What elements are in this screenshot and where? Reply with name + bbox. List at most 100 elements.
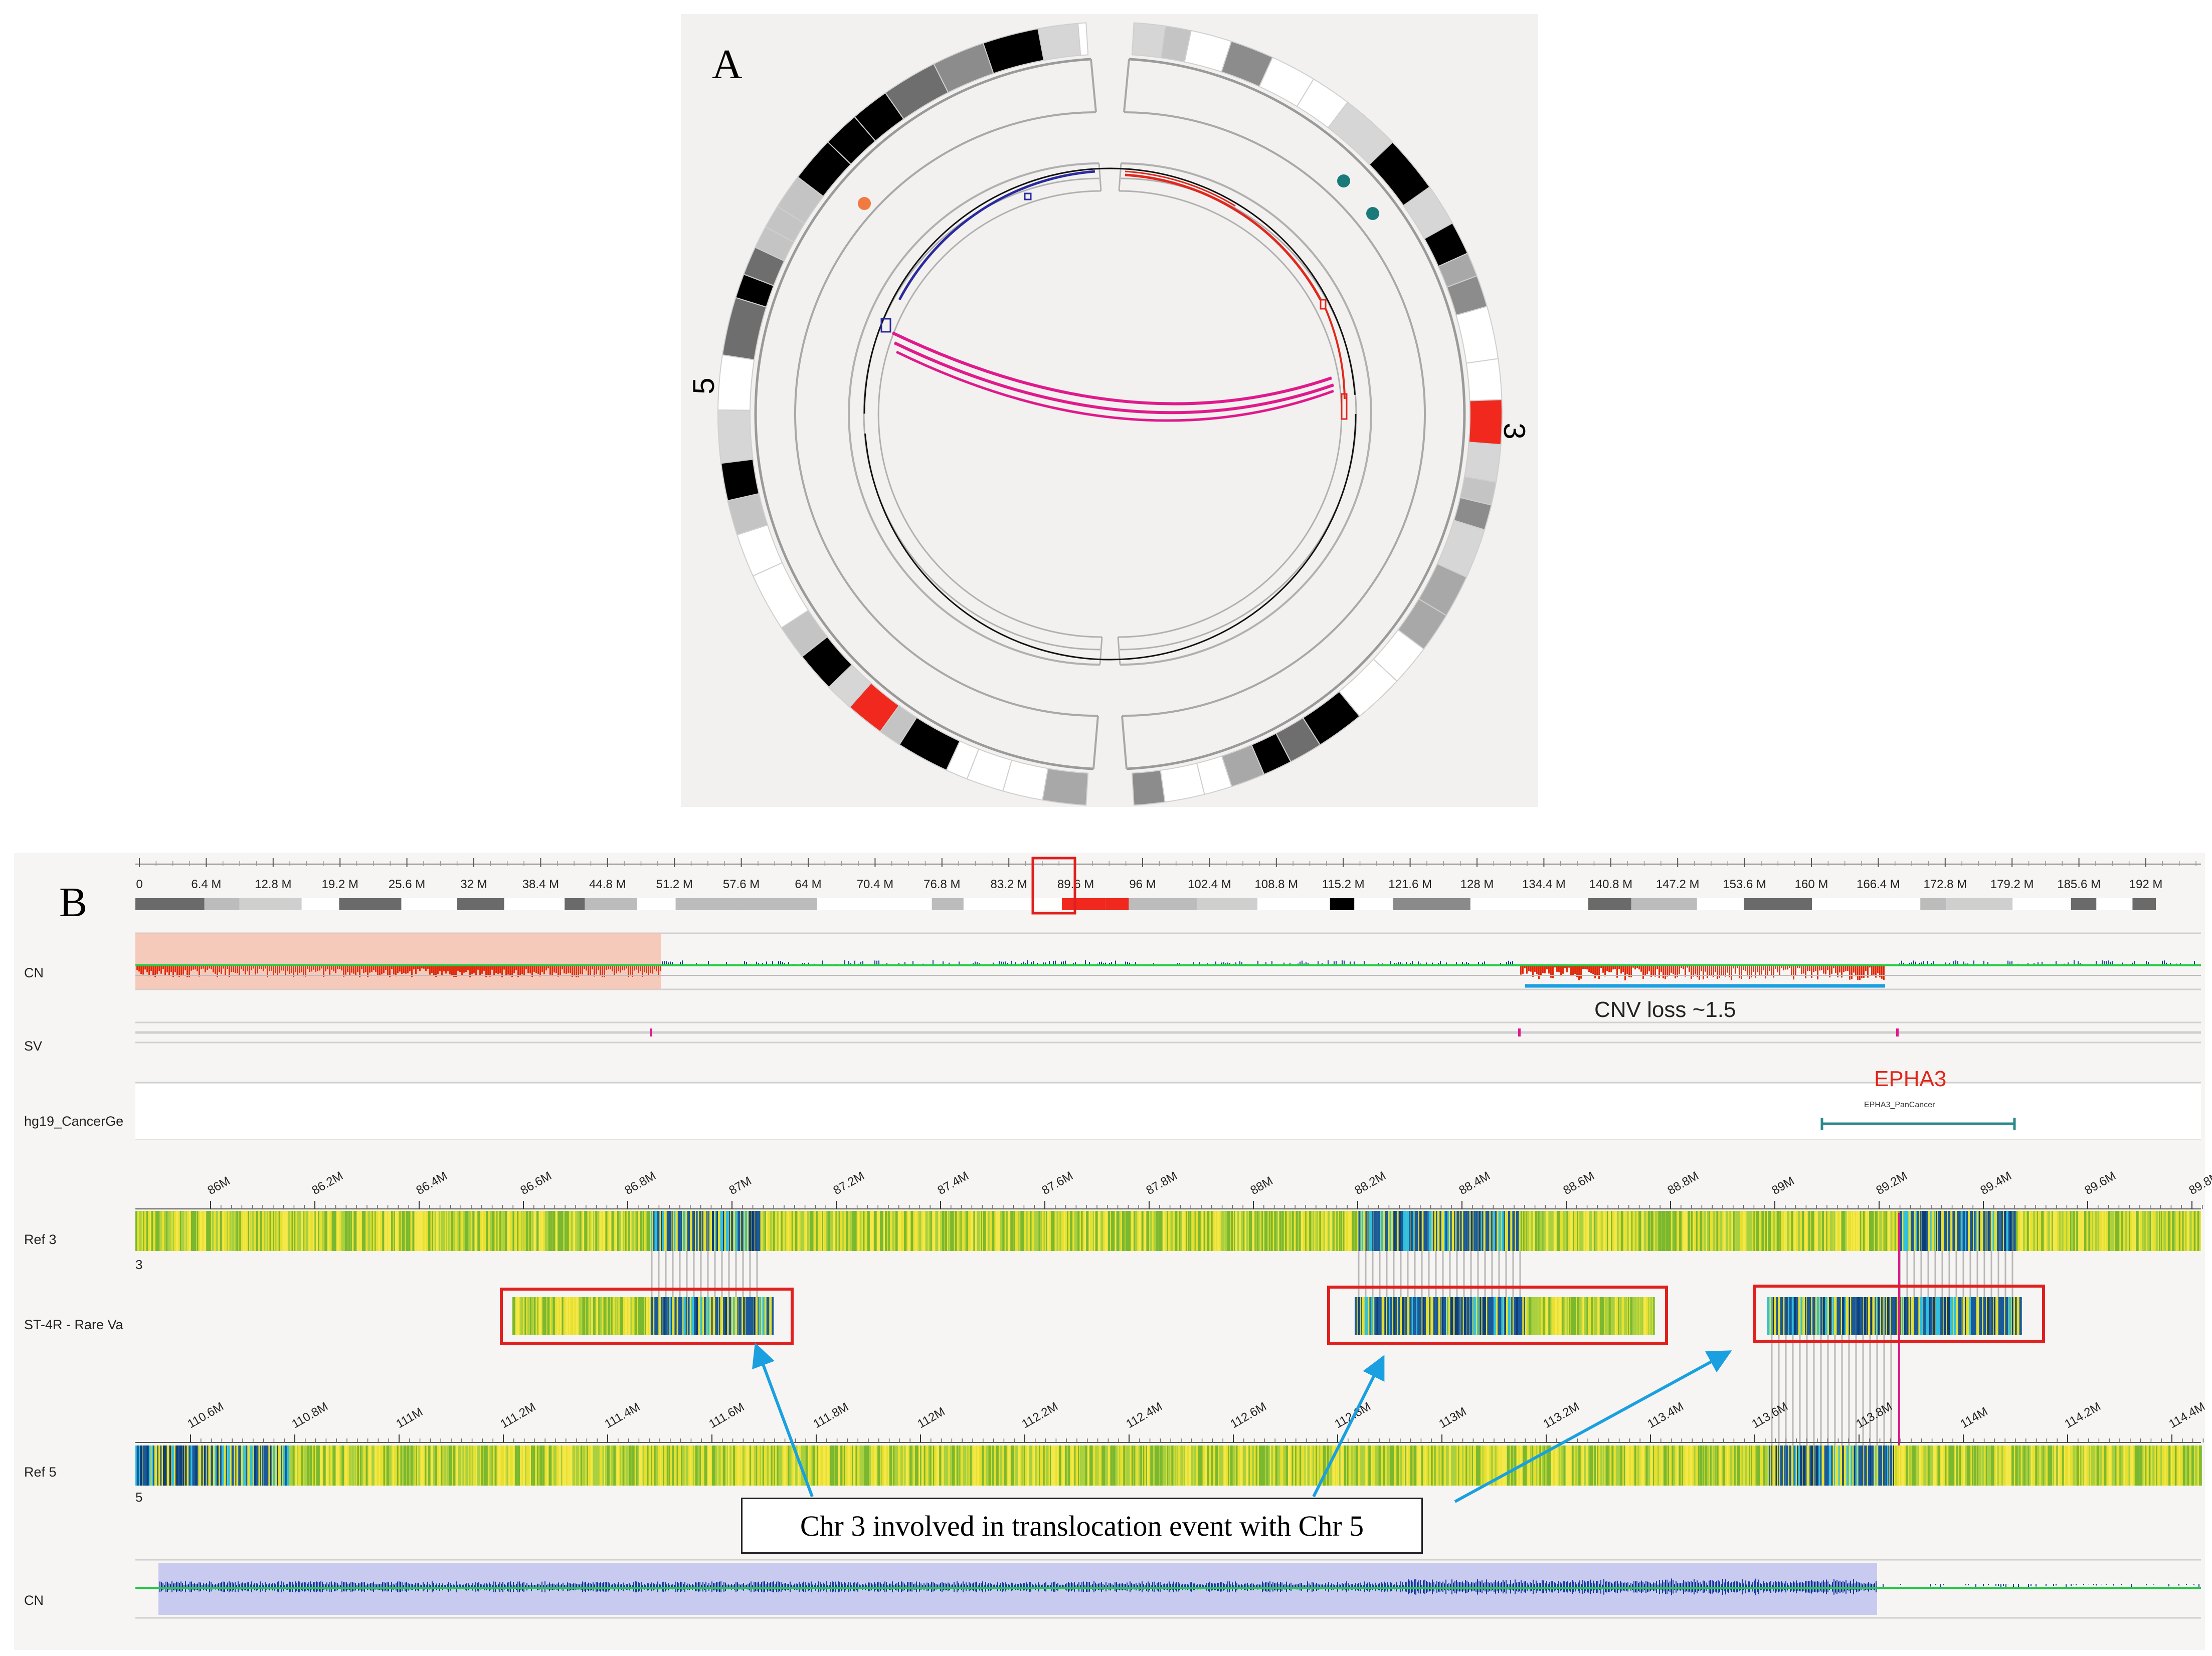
label-site bbox=[1931, 1445, 1933, 1486]
label-site bbox=[1730, 1445, 1733, 1486]
track-label-sv: SV bbox=[24, 1039, 43, 1054]
ideogram-band bbox=[1470, 898, 1522, 910]
label-site bbox=[1261, 1211, 1264, 1251]
label-site bbox=[195, 1445, 197, 1486]
label-site bbox=[1380, 1211, 1383, 1251]
label-site bbox=[1511, 1445, 1514, 1486]
label-site bbox=[1115, 1445, 1118, 1486]
label-site bbox=[1351, 1445, 1354, 1486]
label-site bbox=[1591, 1445, 1593, 1486]
label-site bbox=[167, 1211, 170, 1251]
label-site bbox=[907, 1211, 910, 1251]
label-site bbox=[1978, 1445, 1981, 1486]
label-site bbox=[2101, 1211, 2104, 1251]
label-site bbox=[2134, 1211, 2137, 1251]
track-label-cn-top: CN bbox=[24, 965, 44, 980]
label-site bbox=[673, 1211, 676, 1251]
label-site bbox=[1614, 1211, 1617, 1251]
label-site bbox=[1943, 1297, 1946, 1335]
label-site bbox=[560, 1211, 564, 1251]
label-site bbox=[2005, 1297, 2008, 1335]
label-site bbox=[1441, 1445, 1444, 1486]
label-site bbox=[1909, 1445, 1911, 1486]
ideogram-band bbox=[1129, 898, 1197, 910]
label-site bbox=[1417, 1297, 1420, 1335]
label-site bbox=[1052, 1211, 1055, 1251]
ideogram-band bbox=[675, 898, 742, 910]
label-site bbox=[1853, 1211, 1855, 1251]
ref5-tick-label: 111.6M bbox=[707, 1400, 747, 1431]
ideogram-band bbox=[239, 898, 302, 910]
label-site bbox=[517, 1445, 520, 1486]
label-site bbox=[1985, 1445, 1988, 1486]
label-site bbox=[621, 1211, 624, 1251]
label-site bbox=[1557, 1211, 1560, 1251]
label-site bbox=[1265, 1211, 1268, 1251]
label-site bbox=[662, 1211, 664, 1251]
label-site bbox=[269, 1445, 272, 1486]
label-site bbox=[2163, 1211, 2166, 1251]
label-site bbox=[605, 1445, 607, 1486]
label-site bbox=[881, 1445, 882, 1486]
label-site bbox=[1454, 1211, 1455, 1251]
label-site bbox=[1647, 1445, 1650, 1486]
label-site bbox=[1801, 1211, 1804, 1251]
label-site bbox=[576, 1445, 579, 1486]
label-site bbox=[1270, 1211, 1273, 1251]
label-site bbox=[1992, 1445, 1994, 1486]
label-site bbox=[1114, 1445, 1117, 1486]
label-site bbox=[285, 1445, 288, 1486]
label-site bbox=[1424, 1297, 1426, 1335]
label-site bbox=[1368, 1445, 1371, 1486]
label-site bbox=[1328, 1211, 1330, 1251]
label-site bbox=[1991, 1445, 1992, 1486]
ruler-tick-label: 192 M bbox=[2129, 878, 2163, 891]
label-site bbox=[1095, 1211, 1098, 1251]
label-site bbox=[583, 1445, 586, 1486]
label-site bbox=[1875, 1211, 1878, 1251]
label-site bbox=[1357, 1297, 1360, 1335]
label-site bbox=[933, 1445, 935, 1486]
label-site bbox=[1276, 1211, 1279, 1251]
label-site bbox=[2043, 1445, 2045, 1486]
label-site bbox=[1694, 1445, 1696, 1486]
label-site bbox=[1634, 1211, 1637, 1251]
label-site bbox=[1250, 1211, 1252, 1251]
label-site bbox=[925, 1211, 928, 1251]
label-site bbox=[895, 1211, 898, 1251]
ruler-tick-label: 121.6 M bbox=[1388, 878, 1432, 891]
label-site bbox=[1221, 1211, 1224, 1251]
label-site bbox=[1376, 1297, 1379, 1335]
label-site bbox=[2033, 1211, 2036, 1251]
label-site bbox=[576, 1297, 578, 1335]
label-site bbox=[1435, 1297, 1437, 1335]
ruler-tick-label: 12.8 M bbox=[255, 878, 291, 891]
label-site bbox=[1858, 1211, 1861, 1251]
label-site bbox=[626, 1445, 629, 1486]
label-site bbox=[1900, 1211, 1902, 1251]
label-site bbox=[1498, 1211, 1501, 1251]
label-site bbox=[1144, 1211, 1146, 1251]
label-site bbox=[1140, 1445, 1143, 1486]
label-site bbox=[1653, 1297, 1655, 1335]
label-site bbox=[548, 1211, 551, 1251]
label-site bbox=[764, 1211, 767, 1251]
label-site bbox=[1771, 1297, 1772, 1335]
label-site bbox=[260, 1211, 262, 1251]
label-site bbox=[1661, 1211, 1664, 1251]
label-site bbox=[1051, 1211, 1052, 1251]
label-site bbox=[798, 1445, 800, 1486]
label-site bbox=[2174, 1445, 2177, 1486]
label-site bbox=[1663, 1211, 1665, 1251]
label-site bbox=[579, 1211, 582, 1251]
label-site bbox=[975, 1211, 977, 1251]
label-site bbox=[1608, 1445, 1610, 1486]
label-site bbox=[1867, 1211, 1870, 1251]
label-site bbox=[428, 1445, 431, 1486]
label-site bbox=[1832, 1297, 1834, 1335]
label-site bbox=[1511, 1297, 1513, 1335]
label-site bbox=[1521, 1297, 1523, 1335]
label-site bbox=[572, 1445, 576, 1486]
label-site bbox=[836, 1445, 839, 1486]
label-site bbox=[663, 1445, 664, 1486]
